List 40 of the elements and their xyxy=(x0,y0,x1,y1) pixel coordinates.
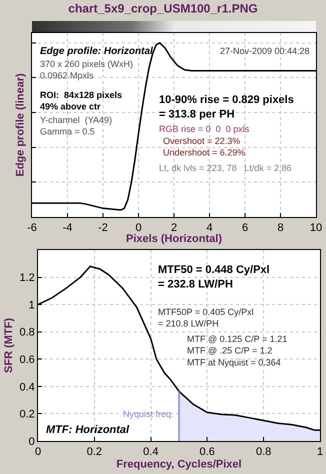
x-tick-label: -6 xyxy=(27,222,37,234)
y-axis-title: Edge profile (linear) xyxy=(14,73,27,177)
x-tick-label: 6 xyxy=(242,222,248,234)
annotation: MTF: Horizontal xyxy=(46,424,130,436)
annotation: Y-channel (YA49) Gamma = 0.5 xyxy=(40,115,112,137)
annotation: RGB rise = 0 0 0 pxls xyxy=(159,124,250,134)
annotation: 10-90% rise = 0.829 pixels = 313.8 per PH xyxy=(159,94,294,120)
x-tick-label: 8 xyxy=(277,222,284,234)
x-axis-title: Pixels (Horizontal) xyxy=(126,233,222,245)
annotation: ROI: 84x128 pixels 49% above ctr xyxy=(40,90,122,112)
y-tick-label: 1.2 xyxy=(20,272,35,284)
chart-title: chart_5x9_crop_USM100_r1.PNG xyxy=(68,1,258,16)
ref-line-label: Nyquist freq. xyxy=(123,409,174,419)
x-tick-label: 0.8 xyxy=(256,446,272,458)
annotation: 370 x 260 pixels (WxH) 0.0962 Mpxls xyxy=(40,59,134,81)
x-tick-label: 10 xyxy=(310,222,322,234)
x-tick-label: 4 xyxy=(206,222,213,234)
y-tick-label: 0.6 xyxy=(20,354,35,366)
y-tick-label: 0 xyxy=(28,436,35,448)
x-tick-label: 0 xyxy=(135,222,142,234)
annotation: MTF50 = 0.448 Cy/Pxl = 232.8 LW/PH xyxy=(158,264,270,290)
y-tick-label: 0.2 xyxy=(20,408,35,421)
x-tick-label: 0.2 xyxy=(86,446,102,458)
x-tick-label: 1 xyxy=(316,446,324,458)
annotation: MTF @ 0.125 C/P = 1.21 MTF @ .25 C/P = 1.2 MTF at Nyquist = 0.364 xyxy=(187,334,288,368)
annotation: MTF50P = 0.405 Cy/Pxl = 210.8 LW/PH xyxy=(158,307,254,329)
x-tick-label: -2 xyxy=(98,222,108,234)
x-axis-title: Frequency, Cycles/Pixel xyxy=(116,458,242,470)
y-tick-label: 1 xyxy=(28,299,35,312)
annotation: Overshoot = 22.3% Undershoot = 6.29% xyxy=(163,136,246,158)
x-tick-label: 0.4 xyxy=(143,446,158,458)
annotation: 27-Nov-2009 00:44:28 xyxy=(220,46,310,56)
y-axis-title: SFR (MTF) xyxy=(3,318,16,373)
annotation: Edge profile: Horizontal xyxy=(40,46,153,57)
y-tick-label: 0.4 xyxy=(20,381,35,394)
annotation: Lt, dk lvls = 223, 78 Lt/dk = 2.86 xyxy=(159,163,292,173)
x-tick-label: 0.6 xyxy=(200,446,215,458)
y-tick-label: 0.8 xyxy=(20,326,35,339)
x-tick-label: -4 xyxy=(62,222,72,234)
x-tick-label: 2 xyxy=(170,222,178,234)
